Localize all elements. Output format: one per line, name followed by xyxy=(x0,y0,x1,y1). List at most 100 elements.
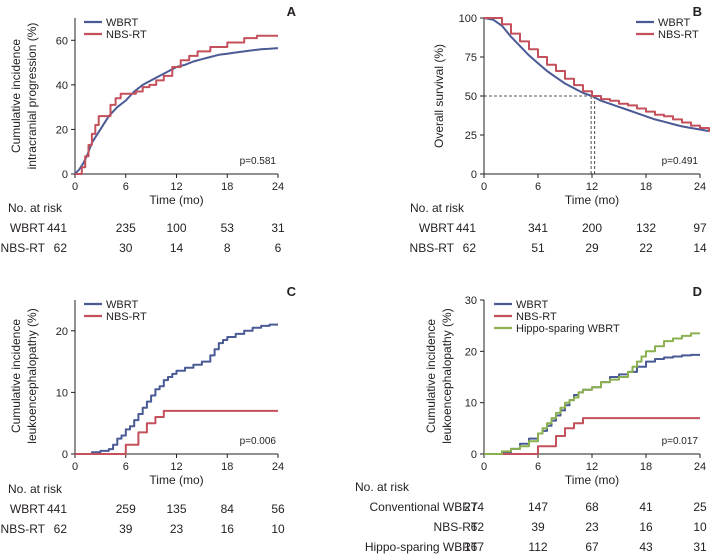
panel-b-risk-value: 200 xyxy=(582,221,602,235)
panel-c-xtick-label: 0 xyxy=(72,461,78,473)
panel-c-ytick-label: 10 xyxy=(56,387,68,399)
panel-d-risk-row-label: NBS-RT xyxy=(434,520,479,534)
panel-b-ytick-label: 50 xyxy=(465,91,477,103)
panel-a-risk-row-label: WBRT xyxy=(10,221,46,235)
panel-a-risk-value: 30 xyxy=(119,241,133,255)
panel-b-ytick-label: 100 xyxy=(459,13,477,25)
panel-d-risk-value: 16 xyxy=(639,520,653,534)
panel-a-letter: A xyxy=(287,4,297,19)
panel-d-risk-heading: No. at risk xyxy=(355,480,410,494)
panel-d-risk-value: 274 xyxy=(464,500,484,514)
panel-b-risk-value: 14 xyxy=(693,241,707,255)
panel-d-xtick-label: 0 xyxy=(481,461,487,473)
panel-d-risk-row-label: Hippo-sparing WBRT xyxy=(365,540,479,554)
panel-c-ytick-label: 0 xyxy=(62,449,68,461)
panel-b-xtick-label: 6 xyxy=(535,181,541,193)
panel-a-ytick-label: 20 xyxy=(56,124,68,136)
panel-d-risk-value: 23 xyxy=(585,520,599,534)
panel-d-letter: D xyxy=(693,284,702,299)
panel-d-xtick-label: 6 xyxy=(535,461,541,473)
panel-a-xtick-label: 12 xyxy=(170,181,182,193)
panel-c-risk-value: 84 xyxy=(221,502,235,516)
panel-b-y-axis-label: Overall survival (%) xyxy=(432,44,446,148)
panel-d-risk-value: 43 xyxy=(639,540,653,554)
panel-b-risk-row-label: NBS-RT xyxy=(410,241,455,255)
panel-c-legend-label: WBRT xyxy=(106,299,138,311)
panel-a-risk-value: 6 xyxy=(275,241,282,255)
panel-c-series-nbs-rt-line xyxy=(75,409,278,455)
panel-b-risk-heading: No. at risk xyxy=(410,201,465,215)
panel-c-xtick-label: 6 xyxy=(123,461,129,473)
panel-a-risk-value: 62 xyxy=(54,241,68,255)
panel-c-risk-heading: No. at risk xyxy=(8,482,63,496)
panel-d-risk-value: 31 xyxy=(693,540,707,554)
panel-d-risk-row-label: Conventional WBRT xyxy=(370,500,479,514)
panel-d-ytick-label: 20 xyxy=(465,346,477,358)
panel-a-p-value: p=0.581 xyxy=(240,156,277,167)
panel-d-ytick-label: 30 xyxy=(465,295,477,307)
panel-a-risk-value: 235 xyxy=(116,221,136,235)
panel-a-risk-value: 100 xyxy=(166,221,186,235)
panel-b-legend-label: NBS-RT xyxy=(658,29,699,41)
panel-d-legend-label: NBS-RT xyxy=(516,311,557,323)
panel-b-xtick-label: 18 xyxy=(640,181,652,193)
panel-c-risk-value: 259 xyxy=(116,502,136,516)
panel-a-xtick-label: 0 xyxy=(72,181,78,193)
panel-c-risk-value: 16 xyxy=(221,522,235,536)
panel-b-risk-value: 97 xyxy=(693,221,707,235)
panel-a-series-wbrt-line xyxy=(74,47,279,175)
panel-d-risk-value: 112 xyxy=(528,540,547,554)
panel-c-xtick-label: 12 xyxy=(170,461,182,473)
panel-b-x-axis-label: Time (mo) xyxy=(565,193,619,207)
panel-c-risk-value: 39 xyxy=(119,522,133,536)
panel-a-risk-value: 8 xyxy=(224,241,231,255)
panel-b-legend-label: WBRT xyxy=(658,17,690,29)
panel-a-xtick-label: 18 xyxy=(221,181,233,193)
panel-d-risk-value: 67 xyxy=(585,540,599,554)
panel-b-risk-value: 29 xyxy=(585,241,599,255)
panel-d-risk-value: 41 xyxy=(639,500,653,514)
panel-a-risk-heading: No. at risk xyxy=(8,201,63,215)
panel-a-series-nbs-rt-line xyxy=(75,34,278,175)
panel-a-x-axis-label: Time (mo) xyxy=(149,193,203,207)
panel-c-y-axis-label: Cumulative incidence xyxy=(9,319,23,433)
panel-c-risk-value: 23 xyxy=(170,522,184,536)
panel-a-ytick-label: 0 xyxy=(62,169,68,181)
panel-d-ytick-label: 0 xyxy=(471,449,477,461)
panel-b-risk-value: 441 xyxy=(456,221,476,235)
panel-c-p-value: p=0.006 xyxy=(240,436,277,447)
panel-a-ytick-label: 60 xyxy=(56,35,68,47)
panel-d-legend-label: WBRT xyxy=(516,299,548,311)
panel-c-legend-label: NBS-RT xyxy=(106,311,147,323)
panel-b-risk-value: 341 xyxy=(528,221,548,235)
panel-b-series-nbs-rt-line xyxy=(484,17,710,132)
panel-b-ytick-label: 0 xyxy=(471,169,477,181)
panel-b-ytick-label: 75 xyxy=(465,52,477,64)
panel-d-risk-value: 147 xyxy=(528,500,548,514)
panel-c-y-axis-label: leukoencephalopathy (%) xyxy=(25,308,39,443)
panel-d-series-nbs-rt-line xyxy=(484,417,700,455)
panel-a-xtick-label: 6 xyxy=(123,181,129,193)
panel-d-risk-value: 167 xyxy=(464,540,484,554)
panel-c-risk-row-label: NBS-RT xyxy=(1,522,46,536)
panel-b-p-value: p=0.491 xyxy=(662,156,699,167)
panel-a-legend-label: WBRT xyxy=(106,17,138,29)
panel-c-xtick-label: 24 xyxy=(272,461,284,473)
panel-b-risk-value: 132 xyxy=(636,221,656,235)
panel-d-legend-label: Hippo-sparing WBRT xyxy=(516,323,620,335)
panel-d-risk-value: 10 xyxy=(693,520,707,534)
panel-a-risk-row-label: NBS-RT xyxy=(1,241,46,255)
panel-a-risk-value: 53 xyxy=(221,221,235,235)
panel-d-y-axis-label: leukoencephalopathy (%) xyxy=(440,308,454,443)
panel-d-ytick-label: 10 xyxy=(465,398,477,410)
panel-a-risk-value: 31 xyxy=(271,221,285,235)
panel-d-xtick-label: 12 xyxy=(586,461,598,473)
panel-a-legend-label: NBS-RT xyxy=(106,29,147,41)
panel-a-ytick-label: 40 xyxy=(56,80,68,92)
panel-c-letter: C xyxy=(287,284,297,299)
panel-a-risk-value: 14 xyxy=(170,241,184,255)
panel-d-risk-value: 25 xyxy=(693,500,707,514)
panel-c-series-wbrt-line xyxy=(75,323,278,455)
panel-d-risk-value: 62 xyxy=(471,520,485,534)
